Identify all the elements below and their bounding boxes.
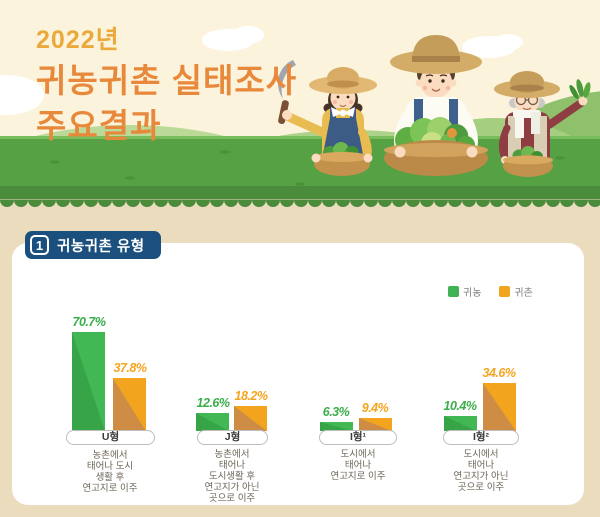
category-description-i1: 도시에서 태어나 연고지로 이주 <box>298 449 418 482</box>
header-illustration <box>0 0 600 212</box>
farmer-elder <box>494 71 591 177</box>
value-label: 34.6% <box>482 366 516 380</box>
category-description-i2: 도시에서 태어나 연고지가 아닌 곳으로 이주 <box>421 449 541 493</box>
desc-line: 연고지로 이주 <box>82 483 138 494</box>
desc-line: 곳으로 이주 <box>457 482 505 493</box>
category-pill-j: J형 <box>197 430 268 445</box>
chart-legend: 귀농 귀촌 <box>448 284 533 299</box>
header-title-line2: 주요결과 <box>36 107 162 144</box>
desc-line: 도시에서 <box>340 449 376 460</box>
desc-line: 도시생활 후 <box>208 471 256 482</box>
grass-edge <box>0 186 600 200</box>
legend-label: 귀농 <box>463 288 482 299</box>
desc-line: 태어나 <box>218 460 246 471</box>
section-number: 1 <box>30 235 49 255</box>
desc-line: 도시에서 <box>463 449 499 460</box>
value-label: 10.4% <box>443 399 477 413</box>
legend-swatch-orange <box>499 286 511 297</box>
category-pill-u: U형 <box>66 430 155 445</box>
desc-line: 태어나 도시 <box>86 461 134 472</box>
bar-guichon-u <box>113 378 146 431</box>
section-title: 귀농귀촌 유형 <box>57 238 145 255</box>
green-sprigs <box>576 79 584 97</box>
value-label: 70.7% <box>72 315 106 329</box>
legend-swatch-green <box>448 286 459 297</box>
bar-guinong-i1 <box>320 422 353 431</box>
desc-line: 연고지로 이주 <box>330 471 386 482</box>
bar-guinong-u <box>72 332 105 431</box>
chart-card <box>12 243 584 505</box>
value-label: 12.6% <box>196 396 230 410</box>
sickle-icon <box>278 60 296 99</box>
desc-line: 농촌에서 <box>214 449 250 460</box>
value-label: 18.2% <box>234 389 268 403</box>
desc-line: 태어나 <box>467 460 495 471</box>
bar-guichon-i1 <box>359 418 392 431</box>
desc-line: 연고지가 아닌 <box>453 471 509 482</box>
header-title-line1: 귀농귀촌 실태조사 <box>36 62 298 99</box>
category-pill-i1: I형¹ <box>319 430 397 445</box>
legend-label: 귀촌 <box>514 288 533 299</box>
category-pill-i2: I형² <box>443 430 519 445</box>
bar-guichon-i2 <box>483 383 516 431</box>
grass-scallop-edge <box>0 199 600 207</box>
header-title-block: 2022년 귀농귀촌 실태조사 주요결과 <box>36 20 297 146</box>
desc-line: 태어나 <box>344 460 372 471</box>
legend-item-guinong: 귀농 <box>448 284 481 299</box>
desc-line: 생활 후 <box>95 472 125 483</box>
farmer-woman <box>278 60 377 176</box>
section-badge: 1 귀농귀촌 유형 <box>25 231 161 259</box>
bar-guinong-i2 <box>444 416 477 431</box>
category-description-j: 농촌에서 태어나 도시생활 후 연고지가 아닌 곳으로 이주 <box>172 449 292 504</box>
grass-highlight <box>0 136 600 139</box>
value-label: 6.3% <box>322 405 350 419</box>
desc-line: 연고지가 아닌 <box>204 482 260 493</box>
bar-guinong-j <box>196 413 229 431</box>
legend-item-guichon: 귀촌 <box>499 284 533 299</box>
desc-line: 곳으로 이주 <box>208 493 256 504</box>
bar-guichon-j <box>234 406 267 431</box>
grass-specks <box>50 150 565 192</box>
value-label: 9.4% <box>361 401 389 415</box>
category-description-u: 농촌에서 태어나 도시 생활 후 연고지로 이주 <box>50 450 170 494</box>
farmer-man <box>384 35 488 176</box>
value-label: 37.8% <box>113 361 147 375</box>
desc-line: 농촌에서 <box>92 450 128 461</box>
header-year: 2022년 <box>36 26 120 54</box>
